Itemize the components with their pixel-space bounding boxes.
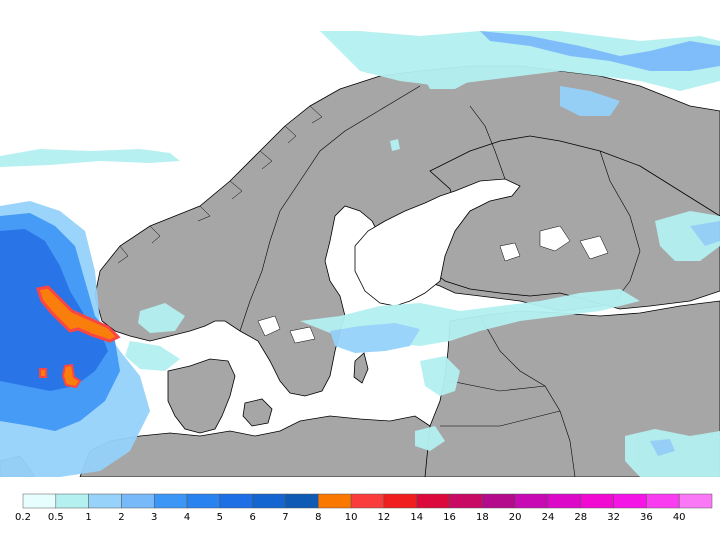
precip-north-band bbox=[0, 149, 180, 167]
legend-tick-label: 7 bbox=[282, 512, 288, 523]
precipitation-field bbox=[0, 31, 720, 477]
legend-swatch bbox=[482, 493, 516, 509]
precip-arctic-coast bbox=[320, 31, 720, 91]
precipitation-legend: 0.2 0.5 1 2 3 4 5 6 7 8 10 12 14 16 18 20 24 28 32 36 40 bbox=[15, 493, 713, 523]
legend-tick-label: 24 bbox=[542, 512, 555, 523]
legend-tick-label: 5 bbox=[217, 512, 223, 523]
land-denmark bbox=[167, 358, 236, 434]
border-norway-sweden bbox=[239, 85, 421, 332]
border-sweden-finland bbox=[469, 105, 506, 180]
precip-lapland bbox=[420, 71, 470, 89]
precip-south-3 bbox=[650, 439, 675, 456]
legend-tick-label: 8 bbox=[315, 512, 321, 523]
legend-swatch bbox=[318, 493, 352, 509]
legend-tick-label: 18 bbox=[476, 512, 489, 523]
precipitation-map bbox=[0, 31, 720, 477]
legend-tick-label: 4 bbox=[184, 512, 190, 523]
legend-swatch bbox=[383, 493, 417, 509]
legend-tick-label: 0.5 bbox=[48, 512, 64, 523]
legend-swatch bbox=[285, 493, 319, 509]
precip-south-1 bbox=[415, 426, 445, 451]
legend-swatch bbox=[55, 493, 89, 509]
legend-swatch bbox=[153, 493, 188, 509]
precip-heavy-spot-1 bbox=[61, 363, 82, 389]
precip-norway-1 bbox=[138, 303, 185, 333]
legend-swatch bbox=[646, 493, 680, 509]
legend-tick-label: 20 bbox=[509, 512, 522, 523]
legend-swatch bbox=[186, 493, 221, 509]
legend-swatch bbox=[219, 493, 253, 509]
legend-tick-label: 2 bbox=[118, 512, 124, 523]
legend-swatch bbox=[88, 493, 122, 509]
legend-tick-label: 40 bbox=[673, 512, 686, 523]
legend-swatch bbox=[613, 493, 647, 509]
legend-tick-label: 6 bbox=[249, 512, 255, 523]
lakes-sweden bbox=[257, 315, 316, 344]
legend-tick-label: 1 bbox=[85, 512, 91, 523]
legend-swatch bbox=[449, 493, 483, 509]
land-zealand bbox=[242, 398, 273, 427]
lakes-finland bbox=[499, 225, 609, 262]
legend-swatch bbox=[416, 493, 450, 509]
precip-arctic-mid bbox=[480, 31, 720, 71]
precip-south-2 bbox=[625, 429, 720, 477]
legend-swatch bbox=[547, 493, 582, 509]
legend-tick-label: 16 bbox=[443, 512, 456, 523]
precip-sweden-center bbox=[390, 139, 400, 151]
border-finland-russia bbox=[599, 150, 641, 302]
precip-baltic-2 bbox=[330, 323, 420, 353]
precip-heavy-spot-2 bbox=[39, 368, 47, 378]
legend-swatch bbox=[121, 493, 155, 509]
legend-tick-label: 32 bbox=[607, 512, 620, 523]
legend-swatch bbox=[580, 493, 614, 509]
legend-tick-label: 0.2 bbox=[15, 512, 31, 523]
legend-swatch bbox=[22, 493, 57, 509]
precip-baltic-3 bbox=[420, 356, 460, 396]
legend-tick-label: 10 bbox=[345, 512, 358, 523]
precip-skagerrak bbox=[125, 341, 180, 371]
precip-east-1 bbox=[655, 211, 720, 261]
legend-tick-label: 12 bbox=[378, 512, 391, 523]
legend-tick-label: 14 bbox=[410, 512, 423, 523]
coast-detail-norway bbox=[117, 105, 323, 264]
legend-tick-label: 3 bbox=[151, 512, 157, 523]
land-gotland bbox=[353, 352, 369, 384]
precip-heavy-band bbox=[36, 285, 121, 343]
sea-gulf-of-bothnia bbox=[354, 178, 521, 307]
legend-swatch bbox=[252, 493, 286, 509]
legend-tick-label: 28 bbox=[574, 512, 587, 523]
legend-tick-label: 36 bbox=[640, 512, 653, 523]
legend-swatch bbox=[350, 493, 385, 509]
border-baltics bbox=[440, 315, 576, 477]
legend-swatch bbox=[514, 493, 549, 509]
precip-finland-patch bbox=[560, 86, 620, 116]
precip-east-2 bbox=[690, 221, 720, 246]
legend-swatch bbox=[678, 493, 713, 509]
